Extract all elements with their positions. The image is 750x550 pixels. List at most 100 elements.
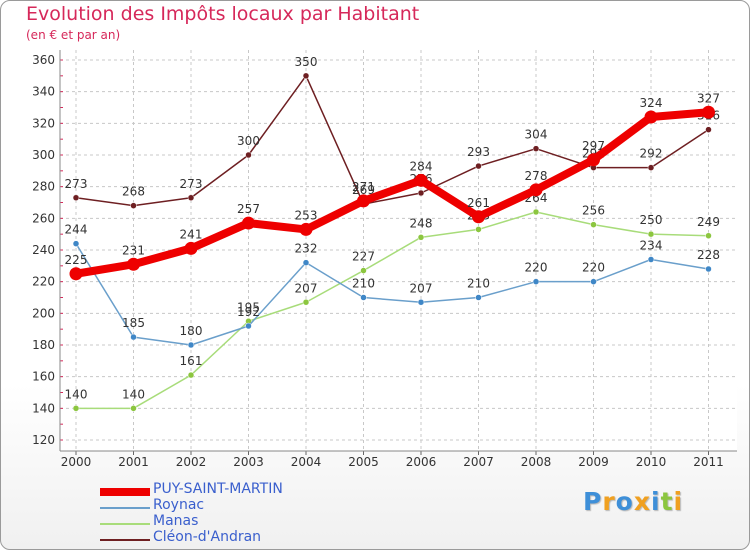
proxiti-logo: Proxiti	[583, 487, 683, 516]
data-point-roynac	[590, 278, 597, 285]
data-label-puy-saint-martin: 327	[697, 91, 720, 105]
data-point-roynac	[130, 333, 137, 341]
data-point-roynac	[417, 299, 425, 306]
data-label-roynac: 210	[467, 277, 490, 291]
legend-swatch	[100, 539, 150, 541]
data-point-cl-on-d-andran	[130, 202, 137, 209]
data-label-cl-on-d-andran: 273	[65, 177, 88, 191]
data-point-roynac	[475, 294, 482, 301]
x-tick-label: 2008	[521, 455, 552, 469]
logo-letter: i	[673, 487, 684, 516]
legend-label: Manas	[153, 513, 199, 529]
data-point-cl-on-d-andran	[417, 189, 425, 197]
data-point-manas	[590, 221, 597, 228]
x-tick-label: 2004	[291, 455, 322, 469]
data-point-puy-saint-martin	[529, 183, 543, 197]
data-label-puy-saint-martin: 324	[640, 96, 663, 110]
logo-letter: r	[602, 487, 616, 516]
data-label-cl-on-d-andran: 293	[467, 145, 490, 159]
legend-label: PUY-SAINT-MARTIN	[153, 481, 283, 497]
logo-letter: x	[633, 487, 651, 516]
legend-swatch	[100, 507, 150, 509]
data-label-manas: 140	[65, 387, 88, 401]
data-point-roynac	[245, 322, 252, 330]
data-point-puy-saint-martin	[357, 194, 370, 208]
data-label-roynac: 232	[295, 242, 318, 256]
data-point-cl-on-d-andran	[302, 72, 310, 80]
data-point-roynac	[532, 278, 540, 285]
y-tick-label: 120	[32, 433, 55, 447]
logo-letter: i	[651, 487, 661, 516]
data-label-roynac: 234	[640, 239, 663, 253]
data-point-puy-saint-martin	[472, 210, 485, 224]
logo-letter: P	[583, 487, 603, 516]
y-tick-label: 240	[32, 243, 55, 257]
data-label-manas: 249	[697, 215, 720, 229]
data-label-cl-on-d-andran: 273	[180, 177, 203, 191]
data-point-cl-on-d-andran	[72, 194, 80, 201]
legend-label: Cléon-d'Andran	[153, 529, 262, 545]
data-point-roynac	[187, 341, 195, 349]
y-tick-label: 200	[32, 306, 55, 320]
data-point-manas	[72, 405, 80, 412]
data-point-cl-on-d-andran	[532, 145, 540, 152]
data-point-cl-on-d-andran	[245, 151, 252, 159]
data-label-puy-saint-martin: 253	[295, 208, 318, 222]
series-line-roynac	[75, 242, 710, 346]
y-tick-label: 260	[32, 211, 55, 225]
y-tick-label: 140	[32, 401, 55, 415]
data-label-roynac: 185	[122, 316, 145, 330]
y-tick-label: 160	[32, 370, 55, 384]
data-label-manas: 227	[352, 250, 375, 264]
data-label-cl-on-d-andran: 304	[525, 128, 548, 142]
data-point-roynac	[302, 259, 310, 266]
x-tick-label: 2005	[348, 455, 379, 469]
data-point-cl-on-d-andran	[475, 162, 482, 170]
data-label-roynac: 180	[180, 324, 203, 338]
x-tick-label: 2010	[636, 455, 667, 469]
data-point-manas	[647, 230, 655, 238]
data-point-roynac	[360, 294, 367, 301]
data-label-manas: 248	[410, 216, 433, 230]
data-point-manas	[187, 371, 195, 379]
data-point-cl-on-d-andran	[647, 164, 655, 171]
series-line-cl-on-d-andran	[75, 75, 710, 207]
data-point-manas	[130, 405, 137, 412]
y-tick-label: 320	[32, 116, 55, 130]
data-label-puy-saint-martin: 297	[582, 139, 605, 153]
data-label-manas: 161	[180, 354, 203, 368]
data-point-cl-on-d-andran	[187, 194, 195, 201]
data-label-cl-on-d-andran: 268	[122, 185, 145, 199]
x-tick-label: 2006	[406, 455, 437, 469]
legend-label: Roynac	[153, 497, 205, 513]
data-label-manas: 250	[640, 213, 663, 227]
x-tick-label: 2009	[578, 455, 609, 469]
data-point-puy-saint-martin	[69, 267, 83, 281]
data-point-puy-saint-martin	[702, 105, 715, 119]
data-point-puy-saint-martin	[299, 222, 313, 236]
legend-swatch	[100, 488, 150, 496]
data-label-cl-on-d-andran: 300	[237, 134, 260, 148]
y-tick-label: 280	[32, 180, 55, 194]
data-point-manas	[302, 299, 310, 306]
x-tick-label: 2002	[176, 455, 207, 469]
x-tick-label: 2003	[233, 455, 264, 469]
data-label-puy-saint-martin: 271	[352, 180, 375, 194]
logo-letter: o	[615, 487, 634, 516]
data-point-roynac	[647, 256, 655, 263]
data-label-manas: 256	[582, 204, 605, 218]
data-label-roynac: 210	[352, 277, 375, 291]
logo-letter: t	[660, 487, 674, 516]
data-label-cl-on-d-andran: 292	[640, 147, 663, 161]
data-label-roynac: 207	[410, 281, 433, 295]
data-label-puy-saint-martin: 284	[410, 159, 433, 173]
x-tick-label: 2001	[118, 455, 149, 469]
y-tick-label: 300	[32, 148, 55, 162]
data-point-puy-saint-martin	[644, 110, 658, 124]
y-tick-label: 340	[32, 85, 55, 99]
data-label-puy-saint-martin: 241	[180, 227, 203, 241]
x-tick-label: 2000	[61, 455, 92, 469]
legend-swatch	[100, 523, 150, 525]
data-label-puy-saint-martin: 231	[122, 243, 145, 257]
